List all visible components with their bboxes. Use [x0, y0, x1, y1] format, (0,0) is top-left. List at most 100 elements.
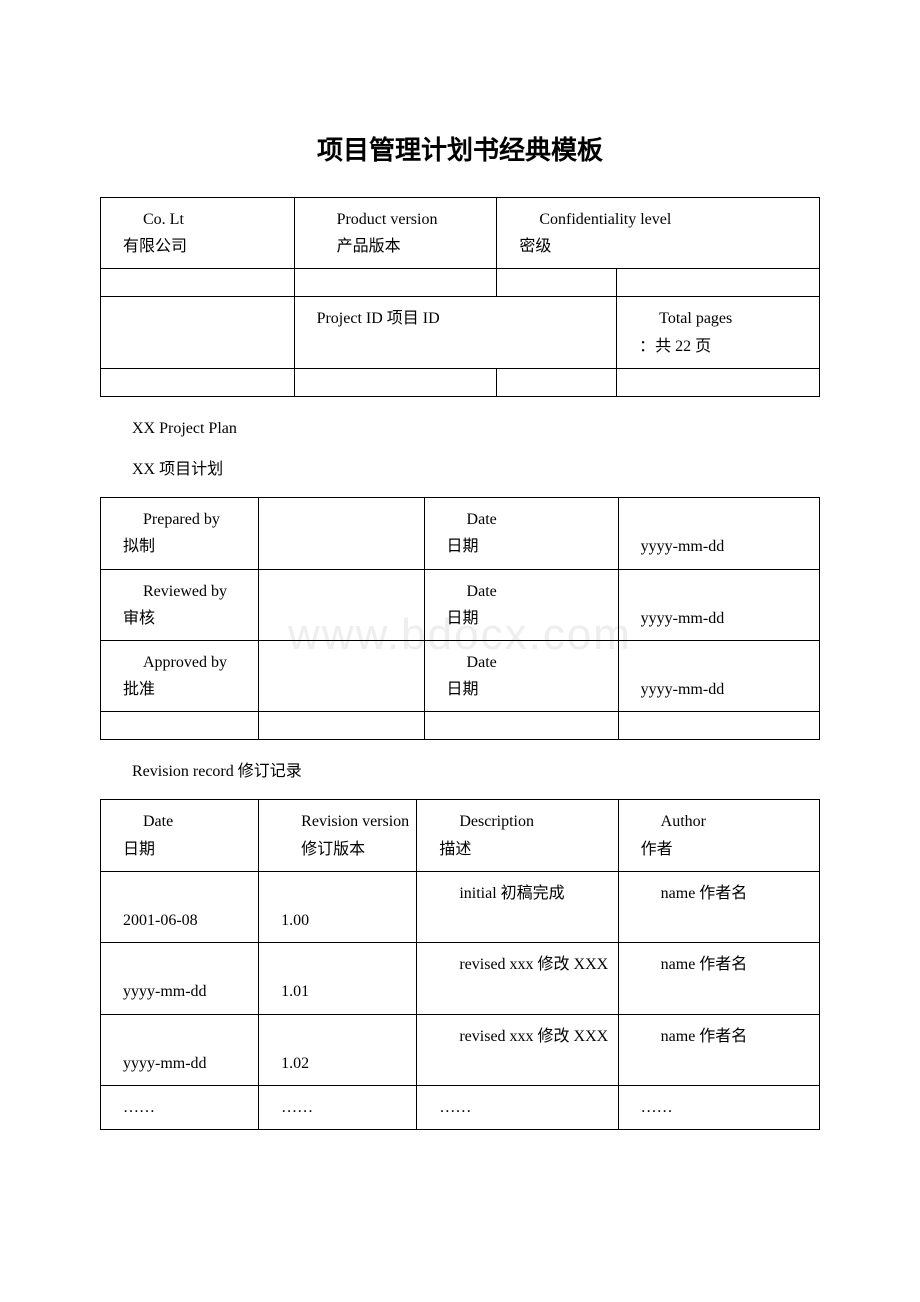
- empty-cell: [424, 712, 618, 740]
- revision-version: 1.02: [281, 1055, 309, 1072]
- revision-author: name 作者名: [641, 951, 815, 978]
- revision-date: yyyy-mm-dd: [123, 983, 207, 1000]
- table-row: Reviewed by 审核 Date 日期 yyyy-mm-dd: [101, 569, 820, 640]
- revision-date: 2001-06-08: [123, 912, 198, 929]
- revision-author: name 作者名: [641, 1023, 815, 1050]
- description-header-cn: 描述: [439, 841, 471, 858]
- approved-by-cell: Approved by 批准: [101, 640, 259, 711]
- ellipsis: ……: [641, 1099, 673, 1116]
- revision-date-cell: 2001-06-08: [101, 871, 259, 942]
- reviewed-by-en: Reviewed by: [123, 578, 254, 605]
- revision-version-cell: ……: [259, 1085, 417, 1129]
- date-en: Date: [447, 649, 614, 676]
- revision-version-header-en: Revision version: [281, 808, 412, 835]
- date-label-cell: Date 日期: [424, 569, 618, 640]
- revision-date: yyyy-mm-dd: [123, 1055, 207, 1072]
- empty-cell: [259, 498, 424, 569]
- date-value-cell: yyyy-mm-dd: [618, 569, 819, 640]
- revision-record-label: Revision record 修订记录: [100, 758, 820, 785]
- project-id-label: Project ID 项目 ID: [317, 310, 440, 327]
- date-label-cell: Date 日期: [424, 498, 618, 569]
- revision-version-cell: 1.00: [259, 871, 417, 942]
- date-cn: 日期: [447, 610, 479, 627]
- prepared-by-cell: Prepared by 拟制: [101, 498, 259, 569]
- project-plan-cn: XX 项目计划: [100, 456, 820, 483]
- empty-cell: [101, 297, 295, 368]
- revision-description-cell: initial 初稿完成: [417, 871, 618, 942]
- date-header-en: Date: [123, 808, 254, 835]
- date-value: yyyy-mm-dd: [641, 610, 725, 627]
- empty-cell: [101, 269, 295, 297]
- revision-date-cell: yyyy-mm-dd: [101, 1014, 259, 1085]
- prepared-by-en: Prepared by: [123, 506, 254, 533]
- company-cell: Co. Lt 有限公司: [101, 198, 295, 269]
- product-version-cn: 产品版本: [317, 233, 493, 260]
- author-header-cell: Author 作者: [618, 800, 819, 871]
- revision-author-cell: name 作者名: [618, 943, 819, 1014]
- revision-date-cell: yyyy-mm-dd: [101, 943, 259, 1014]
- table-row: [101, 368, 820, 396]
- reviewed-by-cell: Reviewed by 审核: [101, 569, 259, 640]
- empty-cell: [259, 640, 424, 711]
- empty-cell: [101, 712, 259, 740]
- author-header-en: Author: [641, 808, 815, 835]
- company-cn: 有限公司: [123, 238, 187, 255]
- revision-record-table: Date 日期 Revision version 修订版本 Descriptio…: [100, 799, 820, 1130]
- revision-author-cell: name 作者名: [618, 1014, 819, 1085]
- revision-description-cell: revised xxx 修改 XXX: [417, 1014, 618, 1085]
- revision-author-cell: ……: [618, 1085, 819, 1129]
- empty-cell: [259, 569, 424, 640]
- revision-date-cell: ……: [101, 1085, 259, 1129]
- date-en: Date: [447, 506, 614, 533]
- date-value: yyyy-mm-dd: [641, 681, 725, 698]
- total-pages-en: Total pages: [639, 305, 815, 332]
- empty-cell: [294, 269, 497, 297]
- product-version-cell: Product version 产品版本: [294, 198, 497, 269]
- empty-cell: [617, 269, 820, 297]
- empty-cell: [617, 368, 820, 396]
- ellipsis: ……: [123, 1099, 155, 1116]
- confidentiality-cn: 密级: [519, 238, 551, 255]
- table-row: yyyy-mm-dd 1.02 revised xxx 修改 XXX name …: [101, 1014, 820, 1085]
- empty-cell: [618, 712, 819, 740]
- date-cn: 日期: [447, 681, 479, 698]
- empty-cell: [294, 368, 497, 396]
- table-row: [101, 269, 820, 297]
- empty-cell: [259, 712, 424, 740]
- date-value-cell: yyyy-mm-dd: [618, 498, 819, 569]
- page-title: 项目管理计划书经典模板: [100, 130, 820, 167]
- reviewed-by-cn: 审核: [123, 610, 155, 627]
- ellipsis: ……: [281, 1099, 313, 1116]
- table-row: Approved by 批准 Date 日期 yyyy-mm-dd: [101, 640, 820, 711]
- revision-version-header-cell: Revision version 修订版本: [259, 800, 417, 871]
- table-row: …… …… …… ……: [101, 1085, 820, 1129]
- revision-version-cell: 1.02: [259, 1014, 417, 1085]
- description-header-cell: Description 描述: [417, 800, 618, 871]
- confidentiality-cell: Confidentiality level 密级: [497, 198, 820, 269]
- table-row: Prepared by 拟制 Date 日期 yyyy-mm-dd: [101, 498, 820, 569]
- table-row: yyyy-mm-dd 1.01 revised xxx 修改 XXX name …: [101, 943, 820, 1014]
- table-row: Date 日期 Revision version 修订版本 Descriptio…: [101, 800, 820, 871]
- revision-author: name 作者名: [641, 880, 815, 907]
- table-row: Co. Lt 有限公司 Product version 产品版本 Confide…: [101, 198, 820, 269]
- company-en: Co. Lt: [123, 206, 290, 233]
- project-id-cell: Project ID 项目 ID: [294, 297, 617, 368]
- date-cn: 日期: [447, 538, 479, 555]
- revision-description-cell: revised xxx 修改 XXX: [417, 943, 618, 1014]
- table-row: Project ID 项目 ID Total pages ：共 22 页: [101, 297, 820, 368]
- revision-author-cell: name 作者名: [618, 871, 819, 942]
- date-value: yyyy-mm-dd: [641, 538, 725, 555]
- date-label-cell: Date 日期: [424, 640, 618, 711]
- prepared-by-cn: 拟制: [123, 538, 155, 555]
- date-header-cell: Date 日期: [101, 800, 259, 871]
- total-pages-cn: ：共 22 页: [639, 338, 711, 355]
- approval-table: Prepared by 拟制 Date 日期 yyyy-mm-dd Review…: [100, 497, 820, 740]
- project-plan-en: XX Project Plan: [100, 415, 820, 442]
- empty-cell: [497, 269, 617, 297]
- empty-cell: [497, 368, 617, 396]
- author-header-cn: 作者: [641, 841, 673, 858]
- revision-description: revised xxx 修改 XXX: [439, 1023, 613, 1050]
- approved-by-en: Approved by: [123, 649, 254, 676]
- revision-description-cell: ……: [417, 1085, 618, 1129]
- date-en: Date: [447, 578, 614, 605]
